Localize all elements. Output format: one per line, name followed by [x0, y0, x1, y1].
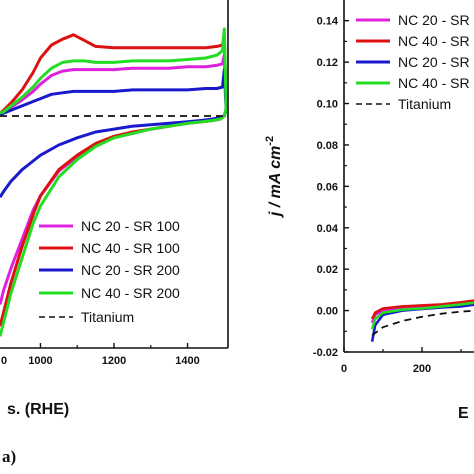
y-tick-label-b-3: 0.04: [317, 223, 339, 235]
panel-label-a: a): [2, 447, 16, 466]
y-tick-label-b-6: 0.10: [317, 99, 338, 111]
legend-b-label-1: NC 40 - SR: [398, 33, 470, 49]
y-tick-label-b-4: 0.06: [317, 181, 338, 193]
legend-b-label-2: NC 20 - SR: [398, 54, 470, 70]
series-a-line-3: [0, 27, 228, 337]
legend-a-label-4: Titanium: [81, 309, 134, 325]
y-tick-label-b-7: 0.12: [317, 57, 338, 69]
x-tick-label-b-1: 200: [413, 363, 431, 375]
x-tick-labels-b: 0 200: [341, 363, 431, 375]
series-group-b: [370, 299, 474, 342]
legend-a: NC 20 - SR 100 NC 40 - SR 100 NC 20 - SR…: [39, 218, 180, 325]
y-axis-label-b: j / mA cm-2: [264, 136, 284, 218]
x-ticks-a: [39, 343, 189, 348]
x-tick-label-a-1000: 1000: [28, 355, 52, 367]
x-tick-label-a-partial: 0: [1, 355, 7, 367]
y-tick-label-b-1: 0.00: [317, 306, 338, 318]
series-group-a: [0, 27, 228, 337]
chart-panel-a: 0 1000 1200 1400 s. (RHE) a) NC 20 - SR …: [0, 0, 229, 466]
series-b-line-1: [370, 299, 474, 320]
x-tick-label-a-1400: 1400: [175, 355, 199, 367]
series-b-line-3: [370, 301, 474, 330]
legend-b-label-4: Titanium: [398, 96, 451, 112]
y-axis-label-b-main: j / mA cm: [267, 146, 284, 219]
legend-a-label-3: NC 40 - SR 200: [81, 285, 180, 301]
y-tick-label-b-5: 0.08: [317, 140, 338, 152]
chart-panel-b: -0.02 0.00 0.02 0.04 0.06 0.08 0.10 0.12 0.14 0 2…: [264, 0, 474, 422]
y-tick-label-b-2: 0.02: [317, 264, 338, 276]
legend-a-label-1: NC 40 - SR 100: [81, 240, 180, 256]
legend-b: NC 20 - SR NC 40 - SR NC 20 - SR NC 40 -…: [356, 12, 470, 112]
y-axis-label-b-sup: -2: [264, 136, 276, 146]
legend-b-label-3: NC 40 - SR: [398, 75, 470, 91]
y-tick-labels-b: -0.02 0.00 0.02 0.04 0.06 0.08 0.10 0.12 0.14: [313, 16, 339, 359]
legend-a-label-0: NC 20 - SR 100: [81, 218, 180, 234]
x-tick-label-b-0: 0: [341, 363, 347, 375]
series-a-line-1: [0, 33, 228, 327]
series-b-line-4: [371, 309, 474, 337]
x-tick-label-a-1200: 1200: [102, 355, 126, 367]
axis-ticks-b: [343, 20, 462, 353]
x-axis-label-a: s. (RHE): [7, 401, 69, 418]
x-axis-label-b: E: [458, 405, 469, 422]
y-tick-label-b-0: -0.02: [313, 347, 338, 359]
legend-a-label-2: NC 20 - SR 200: [81, 262, 180, 278]
y-tick-label-b-8: 0.14: [317, 16, 339, 28]
legend-b-label-0: NC 20 - SR: [398, 12, 470, 28]
